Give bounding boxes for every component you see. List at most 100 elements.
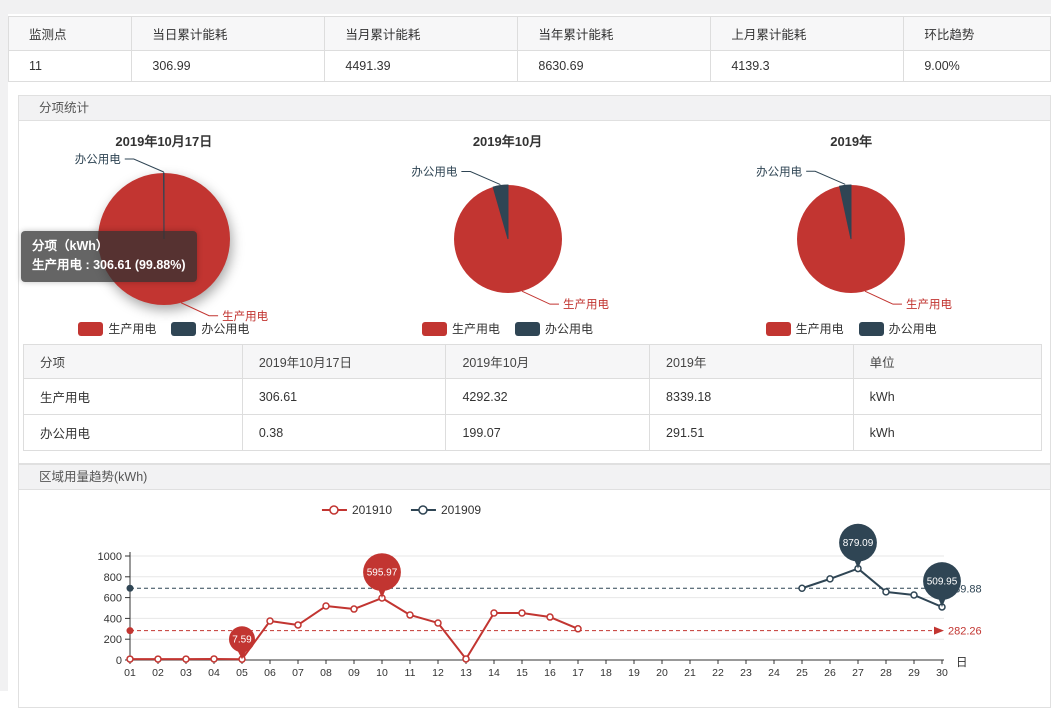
svg-text:12: 12: [432, 667, 444, 679]
data-point[interactable]: [323, 603, 329, 609]
svg-text:14: 14: [488, 667, 500, 679]
legend-label-201910: 201910: [352, 503, 392, 517]
data-point[interactable]: [491, 610, 497, 616]
legend-label-production: 生产用电: [452, 320, 500, 337]
data-point[interactable]: [827, 576, 833, 582]
cell-office-month: 199.07: [446, 415, 650, 451]
legend-item-201909[interactable]: 201909: [410, 503, 481, 517]
svg-text:02: 02: [152, 667, 164, 679]
svg-text:03: 03: [180, 667, 192, 679]
pie-chart-year[interactable]: 办公用电 生产用电: [706, 121, 1050, 344]
svg-text:07: 07: [292, 667, 304, 679]
legend-label-office: 办公用电: [201, 320, 249, 337]
data-point[interactable]: [883, 589, 889, 595]
svg-text:7.59: 7.59: [232, 635, 252, 646]
legend-item-office[interactable]: 办公用电: [171, 320, 249, 337]
pie-charts-row: 分项（kWh） 生产用电 : 306.61 (99.88%) 办公用电生产用电 …: [19, 121, 1050, 344]
pie-legend-month: 生产用电 办公用电: [363, 320, 653, 337]
line-series-icon: [321, 505, 348, 515]
pie-tooltip-title: 分项（kWh）: [32, 237, 186, 256]
data-point[interactable]: [519, 610, 525, 616]
svg-text:18: 18: [600, 667, 612, 679]
subitem-header-category: 分项: [24, 345, 243, 379]
summary-header-day-energy: 当日累计能耗: [132, 17, 325, 51]
subitem-header-unit: 单位: [853, 345, 1041, 379]
summary-header-lastmonth-energy: 上月累计能耗: [711, 17, 904, 51]
subitem-header-month: 2019年10月: [446, 345, 650, 379]
cell-production-day: 306.61: [242, 379, 446, 415]
subitem-header-row: 分项 2019年10月17日 2019年10月 2019年 单位: [24, 345, 1042, 379]
subitem-row-office: 办公用电 0.38 199.07 291.51 kWh: [24, 415, 1042, 451]
svg-text:29: 29: [908, 667, 920, 679]
svg-text:13: 13: [460, 667, 472, 679]
data-point[interactable]: [407, 612, 413, 618]
legend-item-office[interactable]: 办公用电: [515, 320, 593, 337]
markpoint-pin-min[interactable]: 7.59: [229, 626, 255, 659]
data-point[interactable]: [575, 626, 581, 632]
data-point[interactable]: [295, 622, 301, 628]
legend-item-production[interactable]: 生产用电: [78, 320, 156, 337]
legend-item-201910[interactable]: 201910: [321, 503, 392, 517]
data-point[interactable]: [155, 656, 161, 662]
svg-text:400: 400: [104, 613, 122, 625]
legend-label-201909: 201909: [441, 503, 481, 517]
legend-item-office[interactable]: 办公用电: [859, 320, 937, 337]
svg-text:04: 04: [208, 667, 220, 679]
svg-text:1000: 1000: [98, 551, 122, 563]
pie-title-month: 2019年10月: [363, 131, 653, 150]
data-point[interactable]: [127, 656, 133, 662]
summary-header-year-energy: 当年累计能耗: [518, 17, 711, 51]
svg-text:生产用电: 生产用电: [563, 297, 609, 311]
legend-label-office: 办公用电: [889, 320, 937, 337]
pie-chart-month[interactable]: 办公用电 生产用电: [363, 121, 707, 344]
office-swatch: [859, 322, 884, 336]
data-point[interactable]: [911, 592, 917, 598]
pie-legend-year: 生产用电 办公用电: [706, 320, 996, 337]
legend-label-office: 办公用电: [545, 320, 593, 337]
svg-text:24: 24: [768, 667, 780, 679]
cell-production-year: 8339.18: [650, 379, 854, 415]
data-point[interactable]: [211, 656, 217, 662]
summary-value-trend: 9.00%: [904, 51, 1051, 82]
legend-item-production[interactable]: 生产用电: [422, 320, 500, 337]
summary-value-lastmonth-energy: 4139.3: [711, 51, 904, 82]
svg-text:05: 05: [236, 667, 248, 679]
cell-office-year: 291.51: [650, 415, 854, 451]
svg-text:600: 600: [104, 593, 122, 605]
summary-table: 监测点 当日累计能耗 当月累计能耗 当年累计能耗 上月累计能耗 环比趋势 11 …: [8, 16, 1051, 82]
data-point[interactable]: [351, 606, 357, 612]
svg-text:595.97: 595.97: [367, 568, 398, 579]
summary-header-trend: 环比趋势: [904, 17, 1051, 51]
markpoint-pin-max[interactable]: 879.09: [839, 524, 877, 569]
cell-office-unit: kWh: [853, 415, 1041, 451]
svg-text:16: 16: [544, 667, 556, 679]
legend-label-production: 生产用电: [108, 320, 156, 337]
svg-text:23: 23: [740, 667, 752, 679]
pie-title-year: 2019年: [706, 131, 996, 150]
cell-production-name: 生产用电: [24, 379, 243, 415]
pie-block-month: 办公用电 生产用电 2019年10月 生产用电 办公用电: [363, 121, 707, 344]
markpoint-pin-max[interactable]: 595.97: [363, 553, 401, 598]
office-swatch: [515, 322, 540, 336]
subitem-table: 分项 2019年10月17日 2019年10月 2019年 单位 生产用电 30…: [23, 344, 1042, 451]
data-point[interactable]: [435, 620, 441, 626]
page-top-gutter: [0, 0, 1051, 14]
summary-value-monitor-point: 11: [9, 51, 132, 82]
data-point[interactable]: [463, 656, 469, 662]
summary-value-day-energy: 306.99: [132, 51, 325, 82]
data-point[interactable]: [799, 585, 805, 591]
svg-text:800: 800: [104, 572, 122, 584]
pie-tooltip: 分项（kWh） 生产用电 : 306.61 (99.88%): [21, 231, 197, 282]
data-point[interactable]: [547, 614, 553, 620]
svg-text:01: 01: [124, 667, 136, 679]
summary-header-month-energy: 当月累计能耗: [325, 17, 518, 51]
section-header-trend: 区域用量趋势(kWh): [18, 464, 1051, 490]
pie-legend-day: 生产用电 办公用电: [19, 320, 309, 337]
data-point[interactable]: [183, 656, 189, 662]
page-left-gutter: [0, 0, 8, 691]
svg-text:25: 25: [796, 667, 808, 679]
legend-item-production[interactable]: 生产用电: [766, 320, 844, 337]
data-point[interactable]: [267, 618, 273, 624]
pie-title-day: 2019年10月17日: [19, 131, 309, 150]
